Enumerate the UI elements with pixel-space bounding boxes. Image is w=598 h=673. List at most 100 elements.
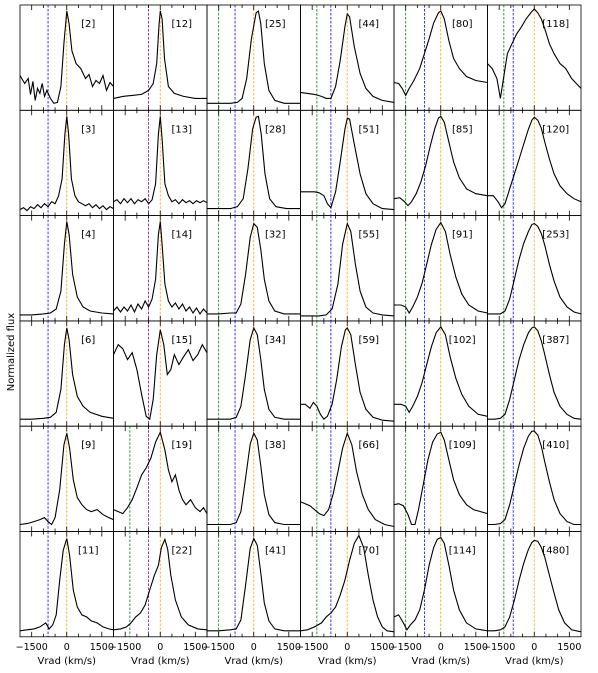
- profile-line: [113, 116, 208, 205]
- profile-line: [393, 431, 488, 526]
- profile-line: [394, 325, 488, 417]
- panel: [102]: [393, 320, 488, 427]
- profile-line: [487, 430, 581, 526]
- panel: [91]: [393, 215, 488, 322]
- x-axis-label: Vrad (km/s): [37, 656, 96, 667]
- profile-line: [207, 222, 301, 315]
- panel-label: [38]: [265, 440, 286, 451]
- panel: [28]: [206, 109, 301, 217]
- panel-label: [55]: [358, 230, 379, 241]
- panel: [51]: [300, 109, 395, 217]
- panel-label: [387]: [542, 335, 569, 346]
- panel: [55]: [300, 215, 395, 322]
- x-tick-label: 0: [157, 642, 163, 653]
- panel-label: [91]: [452, 230, 473, 241]
- panel-label: [34]: [265, 335, 286, 346]
- panel: [13]: [113, 109, 208, 217]
- panel: [85]: [393, 109, 488, 217]
- panel-label: [44]: [358, 19, 379, 30]
- x-tick-label: 1500: [464, 642, 488, 653]
- panel: [109]: [393, 425, 488, 532]
- x-axis-label: Vrad (km/s): [318, 656, 377, 667]
- panel-grid: [2] [12] [25] [44] [80] [118] [3] [13] [28] [51] […: [19, 4, 582, 638]
- profile-line: [113, 221, 208, 315]
- x-tick-label: 1500: [277, 642, 301, 653]
- panel: [410]: [487, 425, 582, 532]
- x-axis-label: Vrad (km/s): [505, 656, 564, 667]
- panel-label: [102]: [449, 335, 476, 346]
- panel: [2]: [19, 4, 114, 111]
- profile-line: [487, 222, 582, 315]
- x-tick-label: 1500: [557, 642, 581, 653]
- panel-label: [480]: [542, 546, 569, 557]
- panel: [120]: [487, 109, 582, 217]
- panel: [12]: [113, 4, 208, 111]
- x-axis-label-row: −1500 0 1500 Vrad (km/s) −1500 0 1500 Vrad (km/…: [16, 642, 582, 667]
- profile-line: [487, 539, 582, 633]
- x-tick-label: 1500: [183, 642, 207, 653]
- x-axis-label: Vrad (km/s): [411, 656, 470, 667]
- profile-line: [300, 117, 395, 211]
- x-tick-label: 0: [344, 642, 350, 653]
- panel-label: [32]: [265, 230, 286, 241]
- profile-line: [393, 10, 488, 97]
- panel: [19]: [113, 425, 208, 532]
- panel-label: [6]: [81, 335, 95, 346]
- panel: [25]: [206, 4, 301, 111]
- panel-label: [80]: [452, 19, 473, 30]
- panel: [9]: [19, 425, 114, 532]
- panel-label: [2]: [81, 19, 95, 30]
- panel-label: [66]: [358, 440, 379, 451]
- panel-label: [9]: [81, 440, 95, 451]
- panel-label: [410]: [542, 440, 569, 451]
- panel-label: [4]: [81, 230, 95, 241]
- panel: [80]: [393, 4, 488, 111]
- panel: [70]: [300, 531, 395, 638]
- panel-label: [11]: [78, 546, 99, 557]
- x-tick-label: 0: [438, 642, 444, 653]
- panel: [32]: [206, 215, 301, 322]
- x-tick-label: −1500: [483, 642, 515, 653]
- profile-line: [487, 8, 582, 99]
- panel-label: [14]: [171, 230, 192, 241]
- panel: [44]: [300, 4, 395, 111]
- panel: [22]: [113, 531, 208, 638]
- panel-label: [114]: [449, 546, 476, 557]
- profile-line: [20, 221, 114, 316]
- y-axis-label: Normalized flux: [6, 313, 17, 392]
- panel: [41]: [206, 531, 301, 638]
- panel: [387]: [487, 320, 582, 427]
- panel: [14]: [113, 215, 208, 322]
- panel-label: [12]: [171, 19, 192, 30]
- panel-label: [253]: [542, 230, 569, 241]
- panel-label: [28]: [265, 124, 286, 135]
- x-tick-label: −1500: [203, 642, 235, 653]
- panel: [38]: [206, 425, 301, 532]
- panel: [34]: [206, 320, 301, 427]
- x-tick-label: 0: [64, 642, 70, 653]
- panel: [480]: [487, 531, 582, 638]
- profile-line: [19, 116, 114, 212]
- panel-label: [70]: [358, 546, 379, 557]
- panel-label: [22]: [171, 546, 192, 557]
- profile-line: [113, 10, 207, 99]
- panel: [3]: [19, 109, 114, 217]
- profile-line: [207, 431, 301, 526]
- profile-line: [19, 433, 114, 526]
- profile-line: [394, 221, 488, 315]
- profile-line: [300, 221, 395, 317]
- panel-label: [19]: [171, 440, 192, 451]
- profile-line: [300, 431, 395, 528]
- x-axis-label: Vrad (km/s): [131, 656, 190, 667]
- x-axis-label: Vrad (km/s): [224, 656, 283, 667]
- x-tick-label: −1500: [390, 642, 422, 653]
- panel-label: [85]: [452, 124, 473, 135]
- panel-label: [118]: [542, 19, 569, 30]
- panel-label: [25]: [265, 19, 286, 30]
- profile-line: [113, 537, 208, 631]
- panel-label: [15]: [171, 335, 192, 346]
- panel: [15]: [113, 320, 208, 427]
- profile-line: [300, 326, 395, 422]
- x-tick-label: −1500: [16, 642, 48, 653]
